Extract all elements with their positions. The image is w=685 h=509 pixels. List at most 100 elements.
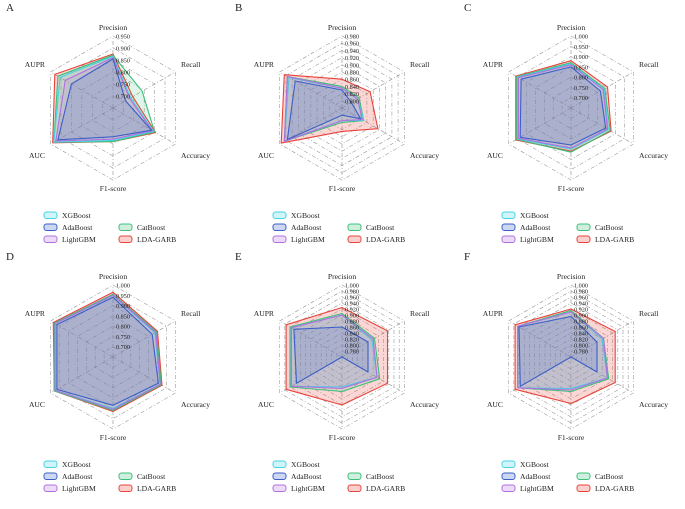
legend-item-lightgbm: LightGBM	[501, 484, 554, 493]
tick-label: 0.950	[116, 293, 130, 300]
tick-label: 0.900	[574, 313, 588, 320]
legend-item-catboost: CatBoost	[118, 223, 166, 232]
legend-item-catboost: CatBoost	[347, 223, 395, 232]
axis-label-accuracy: Accuracy	[639, 151, 668, 160]
legend-swatch	[501, 211, 516, 219]
legend: XGBoost AdaBoost LightGBM CatBoost LDA-GARB	[272, 211, 405, 244]
tick-label: 0.820	[345, 91, 359, 98]
legend-swatch	[576, 223, 591, 231]
legend-swatch	[272, 472, 287, 480]
legend-swatch	[347, 484, 362, 492]
panel-label: F	[464, 251, 470, 263]
series-polygon-lda-garb	[514, 308, 616, 405]
axis-label-f1-score: F1-score	[558, 433, 585, 442]
tick-label: 0.700	[574, 95, 588, 102]
legend-label: LightGBM	[520, 484, 554, 493]
legend-item-lda-garb: LDA-GARB	[576, 235, 634, 244]
axis-label-precision: Precision	[99, 272, 127, 281]
legend-item-catboost: CatBoost	[347, 472, 395, 481]
axis-label-accuracy: Accuracy	[410, 400, 439, 409]
grid-ring	[279, 35, 405, 181]
legend-swatch	[272, 235, 287, 243]
axis-label-f1-score: F1-score	[329, 433, 356, 442]
legend-swatch	[118, 235, 133, 243]
series-polygon-adaboost	[293, 326, 369, 384]
tick-label: 0.960	[345, 295, 359, 302]
radar-panel-B: B 0.8000.8200.8400.8600.8800.9000.9200.94…	[235, 2, 439, 244]
legend-label: AdaBoost	[520, 472, 551, 481]
legend-item-adaboost: AdaBoost	[272, 223, 322, 232]
tick-label: 0.900	[345, 62, 359, 69]
legend-label: CatBoost	[366, 223, 395, 232]
tick-label: 0.940	[574, 301, 588, 308]
legend-label: AdaBoost	[291, 223, 322, 232]
legend-item-adaboost: AdaBoost	[43, 223, 93, 232]
legend-label: LDA-GARB	[137, 484, 176, 493]
legend-swatch	[501, 235, 516, 243]
tick-label: 0.940	[345, 48, 359, 55]
legend-item-xgboost: XGBoost	[501, 211, 550, 220]
legend-item-lda-garb: LDA-GARB	[347, 235, 405, 244]
tick-label: 0.800	[345, 343, 359, 350]
legend-swatch	[43, 484, 58, 492]
legend-label: LightGBM	[520, 235, 554, 244]
tick-label: 0.840	[345, 331, 359, 338]
axis-label-accuracy: Accuracy	[639, 400, 668, 409]
series-polygon-lightgbm	[517, 64, 609, 149]
legend-item-xgboost: XGBoost	[43, 211, 92, 220]
axis-label-auc: AUC	[29, 400, 45, 409]
tick-label: 0.900	[116, 46, 130, 53]
tick-label: 0.960	[574, 295, 588, 302]
legend-swatch	[43, 460, 58, 468]
series-polygon-catboost	[516, 62, 611, 153]
series-polygon-lightgbm	[54, 294, 161, 411]
legend-swatch	[347, 235, 362, 243]
legend-item-adaboost: AdaBoost	[501, 472, 551, 481]
legend-item-lda-garb: LDA-GARB	[118, 484, 176, 493]
panel-label: E	[235, 251, 242, 263]
axis-label-f1-score: F1-score	[100, 433, 127, 442]
series-polygon-catboost	[289, 312, 381, 393]
axis-label-aupr: AUPR	[483, 60, 504, 69]
legend: XGBoost AdaBoost LightGBM CatBoost LDA-GARB	[43, 211, 176, 244]
tick-label: 0.900	[574, 54, 588, 61]
legend-label: CatBoost	[366, 472, 395, 481]
legend-swatch	[347, 472, 362, 480]
legend-label: LDA-GARB	[595, 235, 634, 244]
legend-label: AdaBoost	[62, 223, 93, 232]
panel-label: A	[6, 2, 14, 14]
tick-label: 0.920	[574, 307, 588, 314]
radar-panel-F: F 0.7800.8000.8200.8400.8600.8800.9000.92…	[464, 251, 668, 493]
legend-item-lda-garb: LDA-GARB	[347, 484, 405, 493]
legend-swatch	[576, 235, 591, 243]
tick-label: 0.750	[116, 82, 130, 89]
axis-spoke	[112, 107, 176, 145]
axis-label-accuracy: Accuracy	[410, 151, 439, 160]
axis-spoke	[112, 71, 176, 109]
tick-label: 0.800	[116, 324, 130, 331]
axis-spoke	[50, 320, 114, 358]
series-polygon-adaboost	[56, 296, 159, 406]
legend-label: XGBoost	[520, 211, 550, 220]
legend-swatch	[272, 211, 287, 219]
grid-ring	[59, 294, 167, 420]
axis-spoke	[341, 107, 405, 145]
legend-label: CatBoost	[137, 472, 166, 481]
panel-label: C	[464, 2, 471, 14]
legend-item-xgboost: XGBoost	[272, 211, 321, 220]
legend-label: LightGBM	[62, 235, 96, 244]
legend-label: XGBoost	[291, 460, 321, 469]
tick-label: 0.960	[345, 41, 359, 48]
legend-label: CatBoost	[137, 223, 166, 232]
tick-label: 1.000	[116, 283, 130, 290]
tick-label: 0.840	[574, 331, 588, 338]
series-polygon-lightgbm	[283, 75, 363, 142]
axis-label-auc: AUC	[487, 400, 503, 409]
tick-label: 0.820	[574, 337, 588, 344]
tick-label: 0.860	[345, 77, 359, 84]
tick-label: 0.980	[345, 289, 359, 296]
axis-label-f1-score: F1-score	[558, 184, 585, 193]
legend-label: CatBoost	[595, 223, 624, 232]
axis-label-auc: AUC	[29, 151, 45, 160]
radar-panel-A: A 0.700 0.750 0.800 0.850 0.900 0.950 Precision…	[6, 2, 210, 244]
